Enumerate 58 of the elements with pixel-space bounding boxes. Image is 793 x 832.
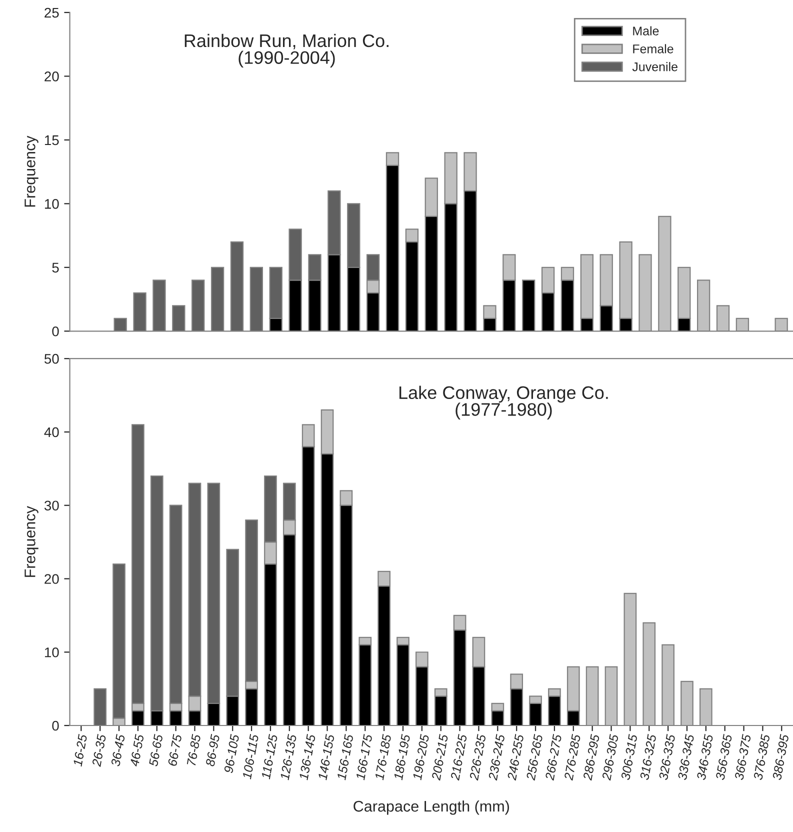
y-tick-label: 30 — [44, 500, 59, 511]
x-tick-label: 256-265 — [526, 734, 543, 781]
x-tick-label: 316-325 — [640, 734, 656, 780]
y-tick-label: 15 — [44, 135, 59, 146]
x-tick-label: 286-295 — [582, 734, 600, 781]
x-tick-label: 236-245 — [488, 734, 505, 781]
y-tick-label: 25 — [44, 8, 59, 18]
y-tick-label: 50 — [44, 354, 59, 364]
x-tick-label: 106-115 — [242, 734, 259, 780]
x-tick-label: 306-315 — [620, 734, 638, 780]
y-tick-label: 10 — [44, 199, 59, 209]
x-tick-label: 246-255 — [507, 734, 524, 781]
x-tick-label: 36-45 — [110, 734, 126, 767]
x-tick-label: 226-235 — [469, 734, 486, 781]
x-axis-title: Carapace Length (mm) — [354, 800, 509, 815]
x-tick-label: 376-385 — [753, 734, 770, 780]
x-tick-label: 96-105 — [224, 734, 240, 774]
x-tick-label: 16-25 — [73, 734, 88, 767]
y-tick-label: 5 — [52, 262, 59, 273]
legend-label: Male — [633, 26, 659, 36]
x-tick-label: 356-365 — [716, 734, 732, 780]
x-tick-label: 166-175 — [356, 734, 372, 780]
x-tick-label: 386-395 — [772, 734, 789, 780]
x-tick-label: 296-305 — [602, 734, 619, 781]
x-tick-label: 126-135 — [280, 734, 297, 780]
x-tick-label: 66-75 — [168, 734, 182, 766]
x-tick-label: 156-165 — [336, 734, 354, 780]
x-tick-label: 46-55 — [130, 734, 144, 767]
legend-label: Juvenile — [632, 62, 678, 72]
y-tick-label: 10 — [44, 647, 59, 658]
y-tick-label: 20 — [44, 574, 59, 584]
x-tick-label: 266-275 — [545, 734, 562, 781]
y-tick-label: 0 — [52, 326, 59, 336]
x-tick-label: 26-35 — [92, 734, 106, 767]
x-tick-label: 136-145 — [298, 734, 316, 780]
x-tick-label: 276-285 — [564, 734, 581, 781]
x-tick-label: 326-335 — [658, 734, 676, 780]
x-tick-label: 366-375 — [734, 734, 752, 780]
x-tick-label: 206-215 — [431, 734, 448, 781]
text: Rainbow Run, Marion Co. (1990-2004) — [184, 34, 388, 68]
y-axis-title: Frequency — [24, 506, 38, 577]
x-tick-label: 56-65 — [148, 734, 163, 767]
x-tick-label: 336-345 — [678, 734, 694, 780]
x-tick-label: 346-355 — [696, 734, 714, 780]
x-tick-label: 216-225 — [450, 734, 468, 781]
y-axis-title: Frequency — [24, 136, 38, 207]
x-tick-label: 76-85 — [186, 734, 201, 766]
x-tick-label: 146-155 — [318, 734, 335, 780]
x-tick-label: 86-95 — [206, 734, 220, 767]
legend-label: Female — [633, 44, 674, 54]
x-tick-label: 176-185 — [374, 734, 392, 780]
text: Lake Conway, Orange Co. (1977-1980) — [399, 386, 608, 420]
x-tick-label: 186-195 — [394, 734, 410, 780]
y-tick-label: 20 — [44, 72, 59, 82]
x-tick-label: 196-205 — [412, 734, 430, 780]
y-tick-label: 0 — [52, 720, 59, 731]
y-tick-label: 40 — [44, 427, 59, 438]
x-tick-label: 116-125 — [261, 734, 278, 780]
